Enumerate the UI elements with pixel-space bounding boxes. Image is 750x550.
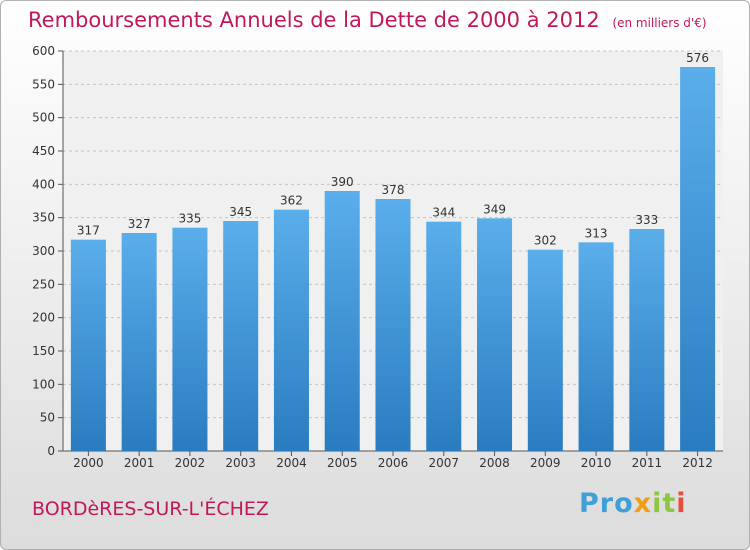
bar <box>578 242 614 451</box>
bar <box>70 239 106 451</box>
chart-title: Remboursements Annuels de la Dette de 20… <box>28 8 707 32</box>
bar <box>324 191 360 451</box>
x-tick-label: 2006 <box>378 456 409 470</box>
bar <box>121 233 157 451</box>
x-tick-label: 2011 <box>632 456 663 470</box>
x-tick-label: 2003 <box>225 456 256 470</box>
y-tick-label: 450 <box>32 144 55 158</box>
x-tick-label: 2004 <box>276 456 307 470</box>
x-tick-label: 2007 <box>428 456 459 470</box>
bar-value-label: 378 <box>382 183 405 197</box>
bar-value-label: 327 <box>128 217 151 231</box>
bar <box>527 249 563 451</box>
chart-title-text: Remboursements Annuels de la Dette de 20… <box>28 8 600 32</box>
bar <box>477 218 513 451</box>
bar-value-label: 362 <box>280 194 303 208</box>
y-tick-label: 0 <box>47 444 55 458</box>
x-tick-label: 2008 <box>479 456 510 470</box>
y-tick-label: 250 <box>32 277 55 291</box>
bar <box>223 221 259 451</box>
y-tick-label: 200 <box>32 311 55 325</box>
x-tick-label: 2001 <box>124 456 155 470</box>
y-tick-label: 150 <box>32 344 55 358</box>
x-tick-label: 2005 <box>327 456 358 470</box>
y-tick-label: 600 <box>32 44 55 58</box>
bar-value-label: 335 <box>178 212 201 226</box>
bar-value-label: 345 <box>229 205 252 219</box>
bar <box>629 229 665 451</box>
bar <box>426 221 462 451</box>
bar-value-label: 317 <box>77 224 100 238</box>
x-tick-label: 2010 <box>581 456 612 470</box>
y-tick-label: 100 <box>32 377 55 391</box>
bar <box>273 209 309 451</box>
bar <box>680 67 716 451</box>
x-tick-label: 2002 <box>175 456 206 470</box>
x-tick-label: 2009 <box>530 456 561 470</box>
x-tick-label: 2000 <box>73 456 104 470</box>
logo-part: x <box>633 488 653 519</box>
y-tick-label: 350 <box>32 211 55 225</box>
bar <box>172 227 208 451</box>
chart-subtitle: (en milliers d'€) <box>612 16 707 30</box>
x-tick-label: 2012 <box>682 456 713 470</box>
logo-part: i <box>676 488 687 519</box>
y-tick-label: 50 <box>40 411 55 425</box>
logo-part: it <box>652 488 677 519</box>
bar-value-label: 313 <box>585 226 608 240</box>
location-name: BORDèRES-SUR-L'ÉCHEZ <box>32 498 269 520</box>
bar-value-label: 576 <box>686 51 709 65</box>
bar-value-label: 333 <box>635 213 658 227</box>
bar <box>375 199 411 451</box>
bar-value-label: 344 <box>432 206 455 220</box>
y-tick-label: 300 <box>32 244 55 258</box>
y-tick-label: 400 <box>32 177 55 191</box>
logo-part: Pro <box>579 488 634 519</box>
proxiti-logo: Proxiti <box>579 488 687 519</box>
y-tick-label: 550 <box>32 77 55 91</box>
bar-value-label: 302 <box>534 234 557 248</box>
bar-value-label: 390 <box>331 175 354 189</box>
y-tick-label: 500 <box>32 111 55 125</box>
bar-value-label: 349 <box>483 202 506 216</box>
